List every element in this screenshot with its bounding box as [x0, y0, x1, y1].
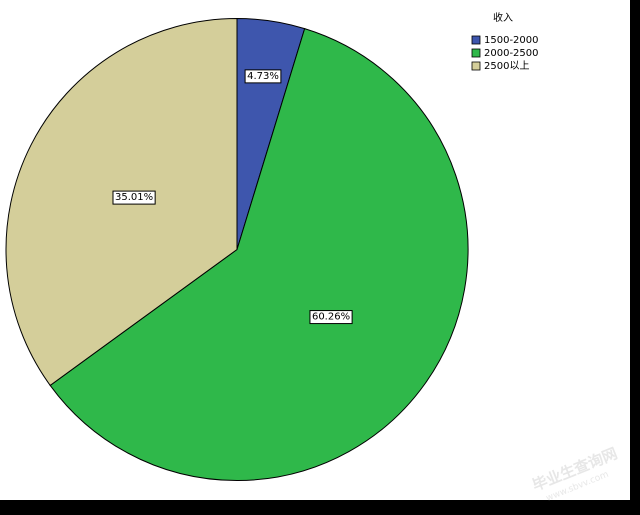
data-label: 35.01% [115, 192, 153, 203]
data-label-box [112, 190, 156, 205]
data-label-box [309, 310, 353, 325]
data-label-box [244, 69, 282, 84]
data-label-group: 35.01% [112, 190, 156, 205]
pie-slice [49, 28, 469, 481]
legend-label: 1500-2000 [484, 35, 539, 46]
legend-label: 2000-2500 [484, 48, 539, 59]
legend-swatch [471, 61, 481, 71]
legend-label: 2500以上 [484, 60, 529, 72]
data-label-group: 4.73% [244, 69, 282, 84]
data-label: 60.26% [312, 312, 350, 323]
legend-title: 收入 [493, 11, 513, 24]
legend-swatch [471, 35, 481, 45]
data-label-group: 60.26% [309, 310, 353, 325]
legend-swatch [471, 48, 481, 58]
data-label: 4.73% [247, 71, 279, 82]
